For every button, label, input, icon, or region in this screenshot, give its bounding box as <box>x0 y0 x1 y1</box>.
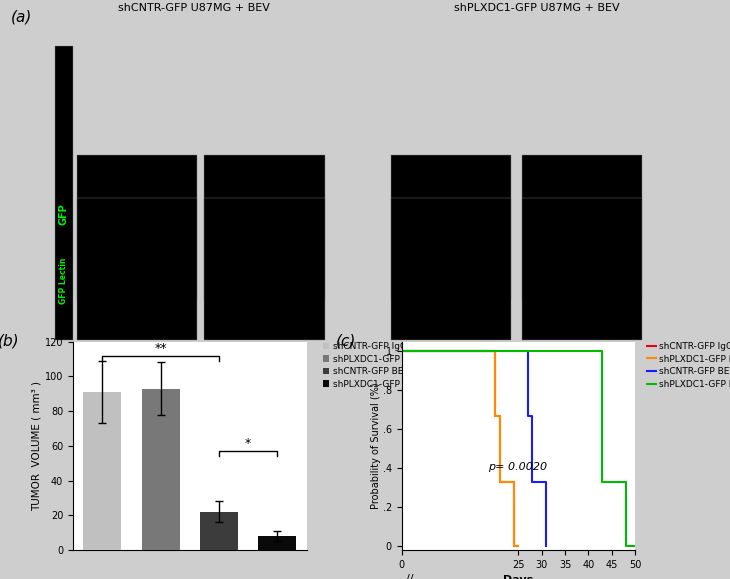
shCNTR-GFP BEV <box>397 348 406 355</box>
Bar <box>522 155 642 301</box>
Text: **: ** <box>154 342 167 354</box>
Bar <box>200 512 238 550</box>
shCNTR-GFP BEV <box>537 478 546 485</box>
shCNTR-GFP BEV <box>528 478 537 485</box>
shCNTR-GFP IgG <box>510 543 518 549</box>
shPLXDC1-GFP IgG <box>510 543 518 549</box>
shCNTR-GFP BEV <box>523 412 532 419</box>
Text: GFP: GFP <box>59 204 69 225</box>
Y-axis label: Probability of Survival (%): Probability of Survival (%) <box>371 383 381 509</box>
shPLXDC1-GFP IgG <box>491 412 499 419</box>
shCNTR-GFP BEV <box>542 543 550 549</box>
shPLXDC1-GFP IgG <box>397 348 406 355</box>
Text: GFP Lectin: GFP Lectin <box>59 257 69 304</box>
Bar <box>258 536 296 550</box>
Bar <box>77 155 197 301</box>
shCNTR-GFP IgG <box>397 348 406 355</box>
Text: (a): (a) <box>11 10 32 25</box>
Legend: shCNTR-GFP IgG, shPLXDC1-GFP IgG, shCNTR-GFP BEV, shPLXDC1-GFP BEV: shCNTR-GFP IgG, shPLXDC1-GFP IgG, shCNTR… <box>647 342 730 389</box>
Text: //: // <box>406 574 413 579</box>
Text: *: * <box>245 437 251 450</box>
Text: (b): (b) <box>0 334 20 349</box>
shCNTR-GFP IgG <box>514 543 523 549</box>
Bar <box>83 392 121 550</box>
shCNTR-GFP IgG <box>504 478 513 485</box>
Bar <box>391 198 511 340</box>
shCNTR-GFP IgG <box>495 478 504 485</box>
Y-axis label: TUMOR  VOLUME ( mm³ ): TUMOR VOLUME ( mm³ ) <box>32 381 42 511</box>
Legend: shCNTR-GFP IgG, shPLXDC1-GFP IgG, shCNTR-GFP BEV, shPLXDC1-GFP BEV: shCNTR-GFP IgG, shPLXDC1-GFP IgG, shCNTR… <box>323 342 420 389</box>
shPLXDC1-GFP BEV <box>598 478 607 485</box>
Bar <box>142 389 180 550</box>
Text: (c): (c) <box>336 334 356 349</box>
shPLXDC1-GFP IgG <box>504 478 513 485</box>
X-axis label: Days: Days <box>503 576 534 579</box>
Text: shCNTR-GFP U87MG + BEV: shCNTR-GFP U87MG + BEV <box>118 3 269 13</box>
shPLXDC1-GFP BEV <box>612 478 620 485</box>
Bar <box>55 46 73 340</box>
shPLXDC1-GFP IgG <box>495 478 504 485</box>
Bar <box>204 198 325 340</box>
Bar <box>391 155 511 301</box>
Line: shCNTR-GFP IgG: shCNTR-GFP IgG <box>402 351 518 546</box>
Text: p= 0.0020: p= 0.0020 <box>488 461 547 472</box>
Line: shCNTR-GFP BEV: shCNTR-GFP BEV <box>402 351 546 546</box>
shPLXDC1-GFP BEV <box>397 348 406 355</box>
shCNTR-GFP IgG <box>491 412 499 419</box>
Bar <box>77 198 197 340</box>
Bar <box>522 198 642 340</box>
Line: shPLXDC1-GFP BEV: shPLXDC1-GFP BEV <box>402 351 635 546</box>
shPLXDC1-GFP BEV <box>621 543 630 549</box>
Line: shPLXDC1-GFP IgG: shPLXDC1-GFP IgG <box>402 351 518 546</box>
shPLXDC1-GFP IgG <box>514 543 523 549</box>
Text: shPLXDC1-GFP U87MG + BEV: shPLXDC1-GFP U87MG + BEV <box>454 3 619 13</box>
Bar <box>204 155 325 301</box>
shPLXDC1-GFP BEV <box>631 543 639 549</box>
